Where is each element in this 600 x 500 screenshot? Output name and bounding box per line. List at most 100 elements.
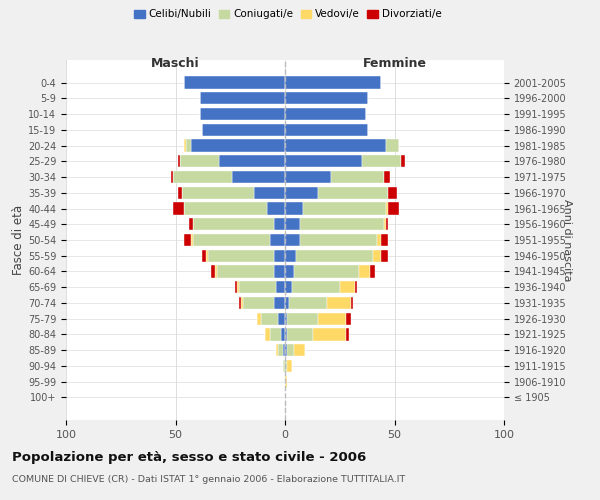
Text: Popolazione per età, sesso e stato civile - 2006: Popolazione per età, sesso e stato civil… <box>12 451 366 464</box>
Bar <box>200 108 285 120</box>
Bar <box>285 186 318 199</box>
Bar <box>386 218 388 230</box>
Bar <box>237 281 239 293</box>
Y-axis label: Fasce di età: Fasce di età <box>12 205 25 275</box>
Bar <box>200 92 285 104</box>
Bar <box>239 297 241 309</box>
Bar <box>386 202 388 214</box>
Bar <box>285 202 302 214</box>
Bar <box>289 297 326 309</box>
Bar <box>178 155 180 168</box>
Bar <box>386 140 399 151</box>
Text: Femmine: Femmine <box>362 57 427 70</box>
Bar <box>346 328 349 340</box>
Bar <box>268 202 285 214</box>
Bar <box>173 171 232 183</box>
Bar <box>182 186 254 199</box>
Bar <box>235 281 237 293</box>
Bar <box>285 218 301 230</box>
Bar <box>301 234 377 246</box>
Bar <box>261 312 278 325</box>
Bar <box>331 171 383 183</box>
Bar <box>377 234 382 246</box>
Bar <box>274 218 285 230</box>
Bar <box>285 92 368 104</box>
Bar <box>184 140 187 151</box>
Bar <box>285 266 294 278</box>
Bar <box>220 155 285 168</box>
Bar <box>274 266 285 278</box>
Bar <box>285 76 382 88</box>
Bar <box>302 202 386 214</box>
Bar <box>294 344 305 356</box>
Bar <box>285 297 289 309</box>
Bar <box>208 250 274 262</box>
Bar <box>283 360 285 372</box>
Bar <box>184 234 191 246</box>
Bar <box>301 218 383 230</box>
Bar <box>239 281 276 293</box>
Y-axis label: Anni di nascita: Anni di nascita <box>562 198 572 281</box>
Bar <box>318 312 346 325</box>
Bar <box>278 344 283 356</box>
Bar <box>254 186 285 199</box>
Bar <box>285 312 287 325</box>
Bar <box>382 250 388 262</box>
Bar <box>346 312 350 325</box>
Bar <box>383 171 390 183</box>
Bar <box>171 171 173 183</box>
Bar <box>285 108 366 120</box>
Bar <box>287 344 294 356</box>
Text: COMUNE DI CHIEVE (CR) - Dati ISTAT 1° gennaio 2006 - Elaborazione TUTTITALIA.IT: COMUNE DI CHIEVE (CR) - Dati ISTAT 1° ge… <box>12 475 405 484</box>
Bar <box>285 234 301 246</box>
Bar <box>274 297 285 309</box>
Bar <box>296 250 373 262</box>
Bar <box>191 234 193 246</box>
Bar <box>265 328 269 340</box>
Bar <box>359 266 370 278</box>
Bar <box>274 250 285 262</box>
Bar <box>276 344 278 356</box>
Bar <box>276 281 285 293</box>
Bar <box>285 250 296 262</box>
Bar <box>173 202 184 214</box>
Bar <box>180 155 220 168</box>
Bar <box>313 328 346 340</box>
Bar <box>232 171 285 183</box>
Bar <box>318 186 388 199</box>
Bar <box>191 140 285 151</box>
Bar <box>287 312 318 325</box>
Bar <box>383 218 386 230</box>
Bar <box>184 76 285 88</box>
Bar <box>188 218 193 230</box>
Bar <box>187 140 191 151</box>
Bar <box>355 281 357 293</box>
Bar <box>285 140 386 151</box>
Bar <box>373 250 382 262</box>
Bar <box>206 250 208 262</box>
Bar <box>269 328 281 340</box>
Bar <box>285 376 287 388</box>
Bar <box>283 344 285 356</box>
Bar <box>257 312 261 325</box>
Bar <box>278 312 285 325</box>
Bar <box>281 328 285 340</box>
Bar <box>340 281 355 293</box>
Bar <box>294 266 359 278</box>
Bar <box>287 360 292 372</box>
Bar <box>370 266 375 278</box>
Bar <box>285 124 368 136</box>
Bar <box>285 360 287 372</box>
Bar <box>269 234 285 246</box>
Bar <box>285 155 362 168</box>
Legend: Celibi/Nubili, Coniugati/e, Vedovi/e, Divorziati/e: Celibi/Nubili, Coniugati/e, Vedovi/e, Di… <box>130 5 446 24</box>
Bar <box>184 202 268 214</box>
Bar <box>244 297 274 309</box>
Bar <box>401 155 406 168</box>
Bar <box>388 202 399 214</box>
Bar <box>388 186 397 199</box>
Bar <box>382 234 388 246</box>
Bar <box>217 266 274 278</box>
Bar <box>362 155 401 168</box>
Bar <box>285 344 287 356</box>
